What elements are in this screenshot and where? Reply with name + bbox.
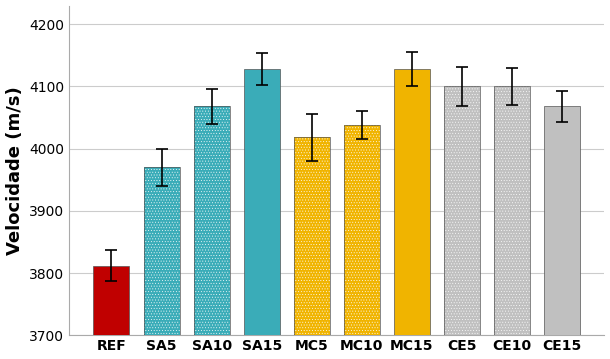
Bar — [494, 87, 530, 359]
Y-axis label: Velocidade (m/s): Velocidade (m/s) — [5, 86, 24, 255]
Bar — [444, 87, 480, 359]
Bar — [293, 137, 330, 359]
Bar — [344, 125, 380, 359]
Bar — [243, 69, 280, 359]
Bar — [193, 106, 229, 359]
Bar — [494, 87, 530, 359]
Bar — [494, 87, 530, 359]
Bar — [344, 125, 380, 359]
Bar — [293, 137, 330, 359]
Bar — [93, 266, 129, 359]
Bar — [344, 125, 380, 359]
Bar — [193, 106, 229, 359]
Bar — [143, 167, 179, 359]
Bar — [444, 87, 480, 359]
Bar — [143, 167, 179, 359]
Bar — [444, 87, 480, 359]
Bar — [394, 69, 430, 359]
Bar — [293, 137, 330, 359]
Bar — [143, 167, 179, 359]
Bar — [544, 106, 580, 359]
Bar — [193, 106, 229, 359]
